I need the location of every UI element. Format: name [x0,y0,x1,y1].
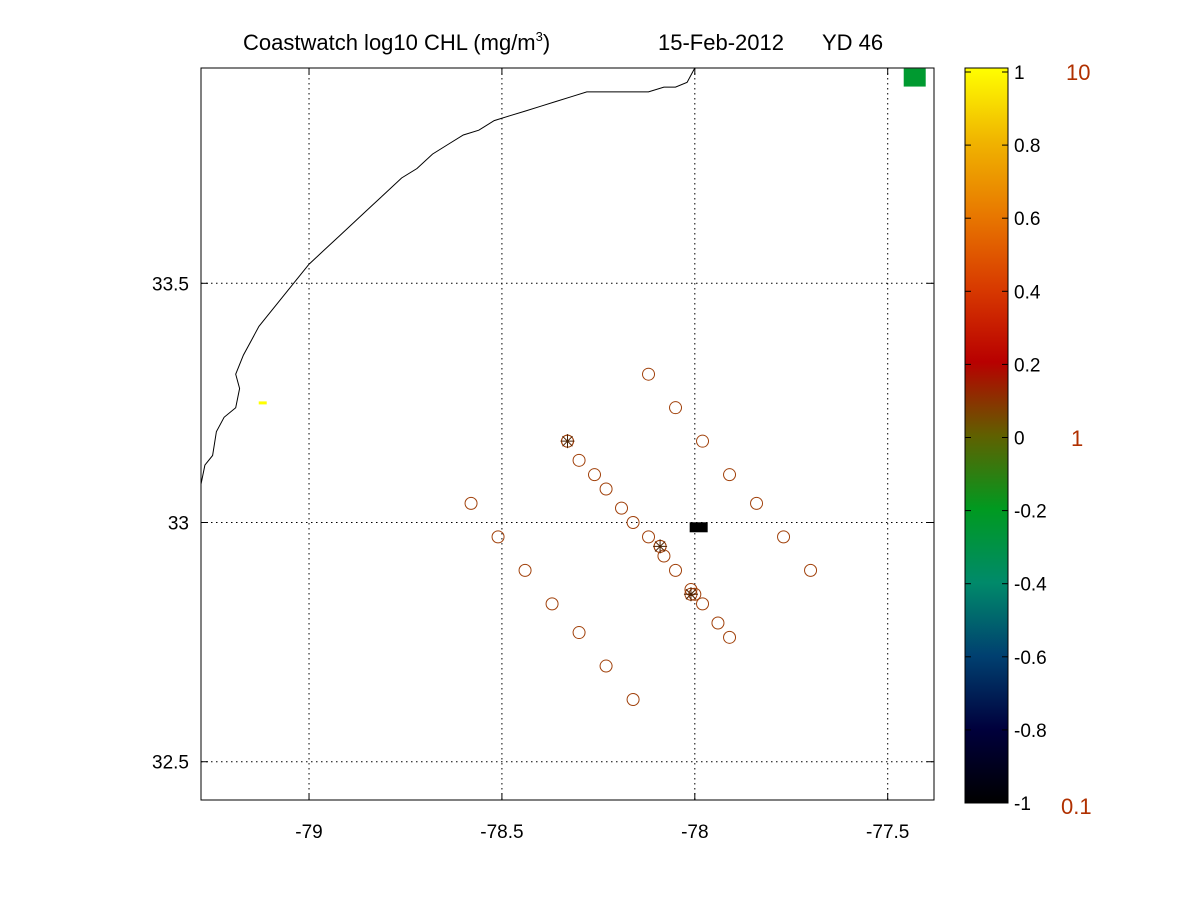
colorbar-tick-label: -1 [1014,794,1031,815]
colorbar-tick-label: -0.2 [1014,502,1047,523]
station-point [588,468,602,482]
title-main: Coastwatch log10 CHL (mg/m3) [243,29,550,55]
station-point [491,530,505,544]
station-point [464,496,478,510]
highlighted-station-star [653,539,668,554]
colorbar-tick-label: -0.4 [1014,575,1047,596]
chl-pixel [903,68,926,87]
colorbar-tick-label: 0.8 [1014,136,1040,157]
station-point [545,597,559,611]
station-point [804,563,818,577]
station-point [518,563,532,577]
x-tick-label: -78.5 [480,822,523,843]
y-tick-label: 33.5 [152,274,189,295]
station-point [599,482,613,496]
station-point [626,693,640,707]
colorbar-tick-label: 0.2 [1014,355,1040,376]
station-point [711,616,725,630]
chl-pixel [689,522,708,533]
colorbar-tick-label: 0.6 [1014,209,1040,230]
station-point [642,367,656,381]
station-point [572,453,586,467]
colorbar: 1 0.8 0.6 0.4 0.2 0 -0.2 -0.4 -0.6 -0.8 -1 10 1 0.… [964,60,1092,819]
highlighted-station-star [683,587,698,602]
colorbar-ticks: 1 0.8 0.6 0.4 0.2 0 -0.2 -0.4 -0.6 -0.8 -1 [965,63,1047,815]
station-point [669,563,683,577]
colorbar-tick-label: -0.8 [1014,721,1047,742]
y-tick-label: 33 [168,514,189,535]
station-point [615,501,629,515]
station-point [750,496,764,510]
highlighted-station-star [560,434,575,449]
station-point [572,626,586,640]
x-tick-label: -79 [295,822,322,843]
chl-label-low: 0.1 [1061,794,1092,819]
x-tick-label: -77.5 [866,822,909,843]
colorbar-ramp [964,67,1009,804]
title-yearday: YD 46 [822,30,883,55]
coastline-path [200,67,696,485]
station-point [626,516,640,530]
station-point [723,468,737,482]
station-point [777,530,791,544]
station-point [696,597,710,611]
map-axes: -79 -78.5 -78 -77.5 33.5 33 32.5 [152,67,935,843]
colorbar-tick-label: 0.4 [1014,282,1041,303]
station-point [723,630,737,644]
y-tick-label: 32.5 [152,753,189,774]
chl-pixel [258,401,267,405]
grid-lines [201,68,934,800]
colorbar-tick-label: 0 [1014,429,1025,450]
x-tick-label: -78 [681,822,708,843]
station-markers [464,367,818,707]
colorbar-tick-label: -0.6 [1014,648,1047,669]
station-point [696,434,710,448]
axis-ticks: -79 -78.5 -78 -77.5 33.5 33 32.5 [152,68,934,843]
chl-pixels [258,68,926,533]
title-date: 15-Feb-2012 [658,30,784,55]
map-frame [200,67,935,801]
chl-label-mid: 1 [1071,426,1083,451]
station-point [599,659,613,673]
coastline [200,67,696,485]
station-point [669,401,683,415]
chl-label-high: 10 [1066,60,1090,85]
station-point [642,530,656,544]
colorbar-tick-label: 1 [1014,63,1025,84]
